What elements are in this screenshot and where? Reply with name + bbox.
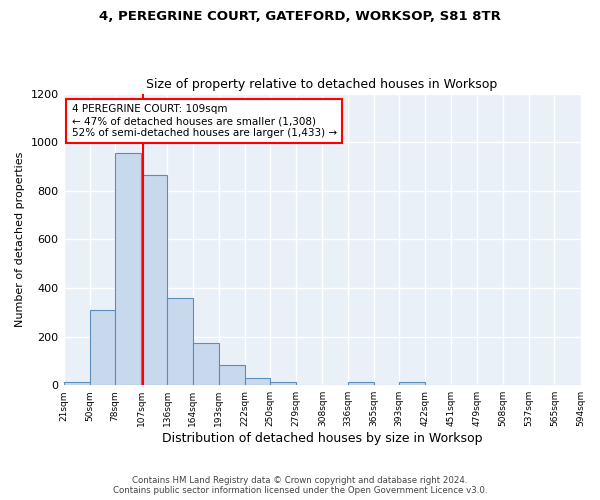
Bar — [399, 382, 425, 385]
Text: Contains HM Land Registry data © Crown copyright and database right 2024.
Contai: Contains HM Land Registry data © Crown c… — [113, 476, 487, 495]
Y-axis label: Number of detached properties: Number of detached properties — [15, 152, 25, 327]
Bar — [219, 364, 245, 385]
Bar — [64, 382, 90, 385]
Bar — [270, 382, 296, 385]
Bar — [245, 378, 270, 385]
Title: Size of property relative to detached houses in Worksop: Size of property relative to detached ho… — [146, 78, 497, 91]
Text: 4, PEREGRINE COURT, GATEFORD, WORKSOP, S81 8TR: 4, PEREGRINE COURT, GATEFORD, WORKSOP, S… — [99, 10, 501, 23]
Bar — [115, 153, 141, 385]
Bar — [348, 382, 374, 385]
X-axis label: Distribution of detached houses by size in Worksop: Distribution of detached houses by size … — [162, 432, 482, 445]
Text: 4 PEREGRINE COURT: 109sqm
← 47% of detached houses are smaller (1,308)
52% of se: 4 PEREGRINE COURT: 109sqm ← 47% of detac… — [71, 104, 337, 138]
Bar — [141, 175, 167, 385]
Bar — [193, 342, 219, 385]
Bar — [90, 310, 115, 385]
Bar — [167, 298, 193, 385]
